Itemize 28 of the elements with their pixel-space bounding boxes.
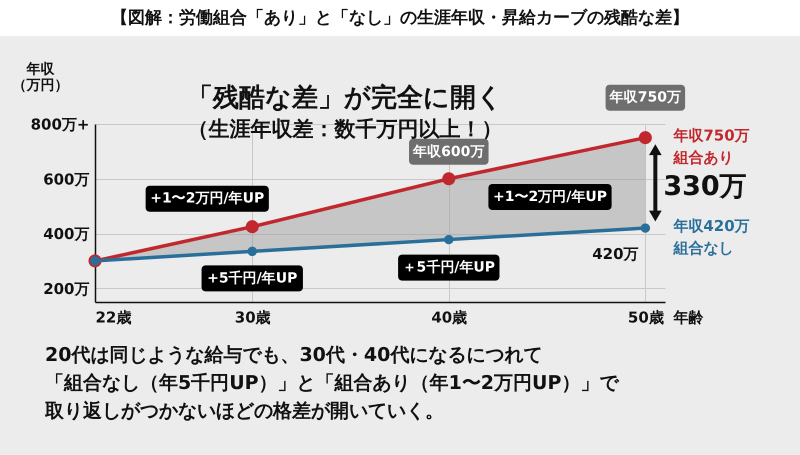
y-tick-label: 800万+ <box>30 116 90 134</box>
annotation: +5千円/年UP <box>207 269 298 286</box>
series-label: 組合あり <box>672 148 734 167</box>
text: 「残酷な差」が完全に開く <box>187 83 503 113</box>
annotation: +1〜2万円/年UP <box>150 190 264 207</box>
y-tick-label: 400万 <box>43 225 90 244</box>
x-tick-label: 30歳 <box>234 308 271 326</box>
y-tick-label: 200万 <box>43 280 90 298</box>
series-label: 組合なし <box>672 239 734 258</box>
x-tick-label: 50歳 <box>628 308 664 326</box>
chart-title: 【図解：労働組合「あり」と「なし」の生涯年収・昇給カーブの残酷な差】 <box>111 8 689 28</box>
text: 「組合なし（年5千円UP）」と「組合あり（年1〜2万円UP）」で <box>45 372 620 394</box>
annotation: 330万 <box>663 171 747 202</box>
annotation: ＋5千円/年UP <box>402 258 496 276</box>
text: 取り返しがつかないほどの格差が開いていく。 <box>44 400 444 422</box>
y-axis-title: 年収（万円） <box>12 62 68 94</box>
annotation: 420万 <box>592 245 638 264</box>
annotation: 年収420万 <box>672 217 750 236</box>
annotation: +1〜2万円/年UP <box>493 189 607 205</box>
annotation: 年収750万 <box>672 126 750 145</box>
x-tick-label: 40歳 <box>431 308 468 326</box>
annotation: （生涯年収差：数千万円以上！） <box>188 117 502 141</box>
y-tick-label: 600万 <box>43 170 90 188</box>
x-tick-label: 22歳 <box>96 308 132 326</box>
x-axis-title: 年齢 <box>672 308 704 326</box>
text: 20代は同じような給与でも、30代・40代になるにつれて <box>45 344 542 366</box>
annotation: 年収600万 <box>412 144 484 160</box>
annotation: 年収750万 <box>608 90 681 106</box>
